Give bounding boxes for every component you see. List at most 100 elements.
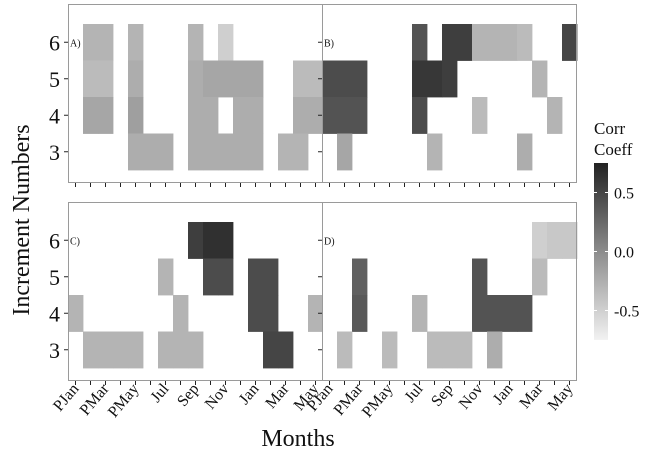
heatmap-cell bbox=[337, 97, 353, 134]
heatmap-cell bbox=[188, 97, 204, 134]
heatmap-cell bbox=[517, 133, 533, 171]
heatmap-cell bbox=[233, 97, 249, 134]
x-axis-title: Months bbox=[261, 426, 334, 451]
heatmap-cell bbox=[502, 295, 518, 332]
heatmap-cell bbox=[143, 133, 159, 171]
heatmap-cell bbox=[218, 24, 234, 61]
panel-border bbox=[322, 4, 577, 183]
x-tick-label: Nov bbox=[456, 381, 487, 413]
panel-a: A) 6 5 4 3 bbox=[49, 4, 324, 187]
heatmap-cell bbox=[113, 331, 129, 369]
heatmap-cell bbox=[98, 60, 114, 98]
heatmap-cell bbox=[412, 24, 428, 61]
heatmap-cell bbox=[308, 60, 324, 98]
heatmap-cell bbox=[98, 24, 114, 61]
heatmap-cell bbox=[472, 97, 488, 134]
y-tick-label: 5 bbox=[49, 67, 60, 92]
heatmap-cell bbox=[158, 258, 174, 296]
heatmap-cell bbox=[128, 97, 144, 134]
heatmap-cell bbox=[562, 24, 578, 61]
heatmap-cell bbox=[352, 97, 368, 134]
heatmap-cell bbox=[547, 97, 563, 134]
heatmap-cell bbox=[337, 60, 353, 98]
heatmap-cell bbox=[487, 295, 503, 332]
heatmap-cell bbox=[188, 60, 204, 98]
heatmap-cell bbox=[472, 295, 488, 332]
heatmap-cell bbox=[83, 97, 99, 134]
x-tick-label: Jan bbox=[236, 381, 263, 408]
heatmap-cell bbox=[128, 331, 144, 369]
x-tick-label: PMay bbox=[105, 381, 143, 421]
heatmap-cell bbox=[128, 24, 144, 61]
y-tick-label: 6 bbox=[49, 30, 60, 55]
x-tick-label: Jul bbox=[402, 380, 427, 406]
heatmap-cell bbox=[173, 331, 189, 369]
heatmap-cell bbox=[337, 331, 353, 369]
heatmap-cell bbox=[472, 258, 488, 296]
x-tick-label: PMay bbox=[359, 381, 397, 421]
heatmap-cell bbox=[218, 258, 234, 296]
heatmap-cell bbox=[218, 60, 234, 98]
x-tick-label: Jul bbox=[148, 380, 173, 406]
x-tick-label: May bbox=[545, 381, 577, 414]
heatmap-cell bbox=[233, 133, 249, 171]
heatmap-cell bbox=[263, 295, 279, 332]
heatmap-cell bbox=[173, 295, 189, 332]
heatmap-cell bbox=[203, 222, 219, 259]
y-axis-title: Increment Numbers bbox=[9, 124, 35, 315]
panel-label: C) bbox=[70, 236, 80, 247]
heatmap-cell bbox=[412, 97, 428, 134]
heatmap-cell bbox=[487, 24, 503, 61]
x-tick-label: Sep bbox=[174, 381, 202, 410]
panel-border bbox=[322, 202, 577, 381]
heatmap-cell bbox=[188, 24, 204, 61]
y-tick-label: 6 bbox=[49, 228, 60, 253]
legend-title-line2: Coeff bbox=[594, 140, 633, 159]
heatmap-cell bbox=[532, 258, 548, 296]
heatmap-cell bbox=[98, 331, 114, 369]
heatmap-cell bbox=[382, 331, 398, 369]
heatmap-cell bbox=[83, 60, 99, 98]
heatmap-cell bbox=[293, 133, 309, 171]
heatmap-cell bbox=[293, 60, 309, 98]
heatmap-cell bbox=[352, 295, 368, 332]
heatmap-cell bbox=[158, 133, 174, 171]
heatmap-cell bbox=[218, 222, 234, 259]
heatmap-cell bbox=[517, 24, 533, 61]
heatmap-cell bbox=[472, 24, 488, 61]
heatmap-cell bbox=[412, 60, 428, 98]
y-tick-label: 5 bbox=[49, 265, 60, 290]
x-tick-label: Mar bbox=[516, 380, 547, 412]
heatmap-cell bbox=[248, 97, 264, 134]
heatmap-cell bbox=[248, 295, 264, 332]
heatmap-cell bbox=[233, 60, 249, 98]
legend-tick-label: -0.5 bbox=[614, 304, 639, 321]
panel-label: A) bbox=[70, 38, 81, 49]
heatmap-cell bbox=[442, 60, 458, 98]
heatmap-cell bbox=[278, 133, 294, 171]
heatmap-cell bbox=[547, 222, 563, 259]
heatmap-cell bbox=[412, 295, 428, 332]
heatmap-cell bbox=[278, 331, 294, 369]
heatmap-cell bbox=[83, 24, 99, 61]
x-tick-label: Mar bbox=[262, 380, 293, 412]
heatmap-cell bbox=[68, 295, 84, 332]
legend-colorbar bbox=[594, 163, 608, 340]
heatmap-cell bbox=[83, 331, 99, 369]
heatmap-cell bbox=[457, 24, 473, 61]
x-tick-label: Jan bbox=[490, 381, 517, 408]
heatmap-cell bbox=[352, 60, 368, 98]
heatmap-cell bbox=[128, 60, 144, 98]
heatmap-cell bbox=[322, 97, 338, 134]
heatmap-cell bbox=[532, 60, 548, 98]
heatmap-cell bbox=[517, 295, 533, 332]
heatmap-cell bbox=[203, 133, 219, 171]
heatmap-cell bbox=[248, 133, 264, 171]
heatmap-cell bbox=[128, 133, 144, 171]
heatmap-cell bbox=[427, 60, 443, 98]
heatmap-cell bbox=[502, 24, 518, 61]
panel-label: B) bbox=[324, 38, 334, 49]
